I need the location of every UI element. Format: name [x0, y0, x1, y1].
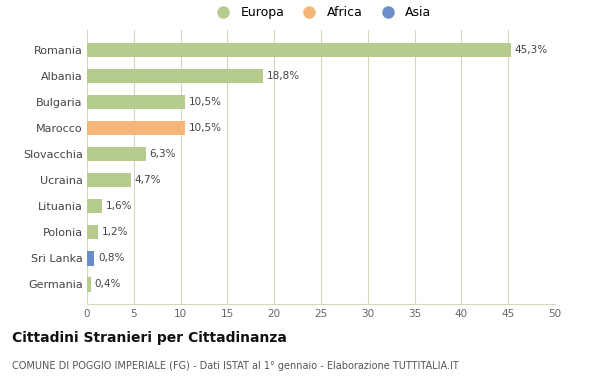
- Text: 1,6%: 1,6%: [106, 201, 132, 211]
- Bar: [87, 173, 131, 187]
- Text: 10,5%: 10,5%: [189, 97, 222, 107]
- Bar: [87, 251, 94, 266]
- Bar: [87, 147, 146, 162]
- Bar: [87, 199, 102, 214]
- Bar: [87, 225, 98, 239]
- Text: 10,5%: 10,5%: [189, 123, 222, 133]
- Text: 6,3%: 6,3%: [150, 149, 176, 159]
- Legend: Europa, Africa, Asia: Europa, Africa, Asia: [205, 1, 437, 24]
- Bar: [87, 69, 263, 83]
- Text: 18,8%: 18,8%: [267, 71, 300, 81]
- Bar: [87, 277, 91, 291]
- Text: 1,2%: 1,2%: [102, 227, 128, 238]
- Bar: [87, 43, 511, 57]
- Text: 45,3%: 45,3%: [515, 45, 548, 55]
- Text: COMUNE DI POGGIO IMPERIALE (FG) - Dati ISTAT al 1° gennaio - Elaborazione TUTTIT: COMUNE DI POGGIO IMPERIALE (FG) - Dati I…: [12, 361, 459, 371]
- Bar: [87, 95, 185, 109]
- Text: 0,8%: 0,8%: [98, 253, 125, 263]
- Text: Cittadini Stranieri per Cittadinanza: Cittadini Stranieri per Cittadinanza: [12, 331, 287, 345]
- Text: 0,4%: 0,4%: [94, 279, 121, 290]
- Text: 4,7%: 4,7%: [135, 175, 161, 185]
- Bar: [87, 121, 185, 135]
